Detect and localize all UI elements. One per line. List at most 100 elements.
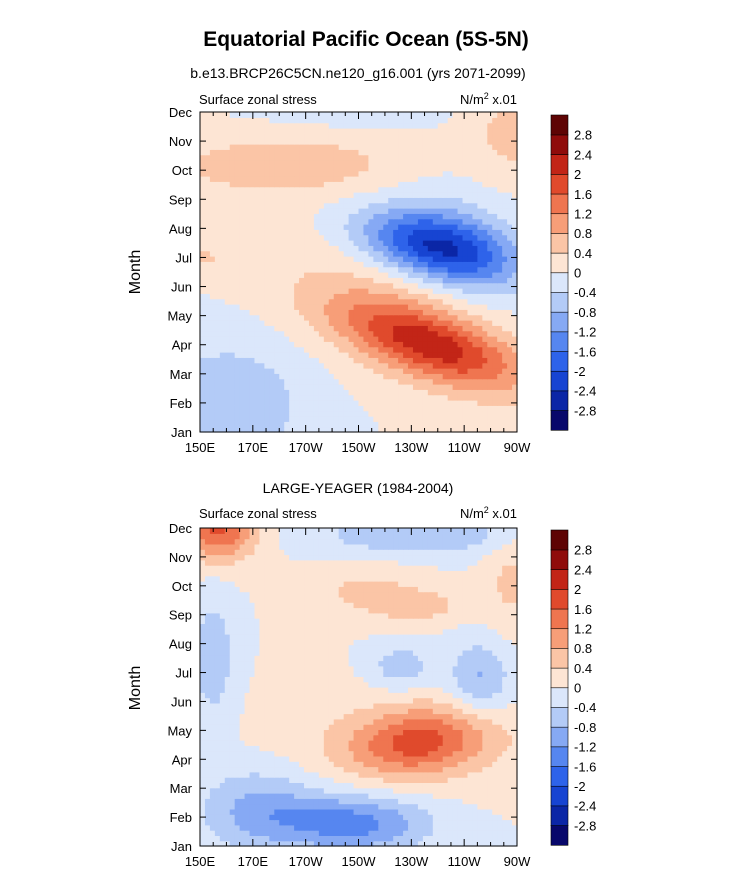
heatmap-cell — [452, 208, 459, 214]
heatmap-cell — [437, 165, 444, 172]
heatmap-cell — [422, 186, 429, 193]
heatmap-cell — [358, 362, 365, 369]
heatmap-cell — [492, 378, 498, 385]
heatmap-cell — [299, 782, 305, 789]
heatmap-cell — [457, 389, 464, 396]
heatmap-cell — [224, 362, 231, 369]
heatmap-cell — [343, 405, 350, 412]
heatmap-cell — [472, 208, 478, 214]
heatmap-cell — [204, 798, 211, 805]
heatmap-cell — [398, 256, 404, 262]
heatmap-cell — [323, 122, 330, 129]
heatmap-cell — [492, 352, 498, 358]
heatmap-cell — [209, 803, 216, 810]
heatmap-cell — [249, 814, 256, 821]
heatmap-cell — [274, 330, 280, 337]
heatmap-cell — [353, 309, 360, 316]
heatmap-cell — [279, 787, 285, 794]
heatmap-cell — [333, 288, 340, 294]
heatmap-cell — [200, 149, 206, 156]
heatmap-cell — [457, 170, 464, 177]
heatmap-cell — [214, 314, 221, 321]
heatmap-cell — [408, 357, 414, 364]
heatmap-cell — [318, 128, 325, 134]
heatmap-cell — [432, 181, 439, 188]
heatmap-cell — [279, 229, 285, 236]
heatmap-cell — [427, 208, 434, 214]
heatmap-cell — [393, 213, 399, 220]
heatmap-cell — [398, 814, 404, 821]
heatmap-cell — [452, 384, 459, 390]
heatmap-cell — [299, 250, 305, 257]
heatmap-cell — [363, 835, 369, 842]
heatmap-cell — [452, 761, 459, 768]
heatmap-cell — [313, 176, 320, 182]
heatmap-cell — [214, 761, 221, 768]
heatmap-cell — [264, 362, 270, 369]
heatmap-cell — [279, 192, 285, 198]
heatmap-cell — [427, 122, 434, 129]
heatmap-cell — [492, 245, 498, 252]
heatmap-cell — [467, 277, 474, 284]
heatmap-cell — [284, 330, 290, 337]
heatmap-cell — [442, 218, 449, 225]
heatmap-cell — [343, 288, 350, 294]
heatmap-cell — [348, 234, 355, 241]
heatmap-cell — [279, 202, 285, 209]
heatmap-cell — [209, 777, 216, 783]
heatmap-cell — [308, 352, 315, 358]
heatmap-cell — [408, 336, 414, 342]
heatmap-cell — [244, 394, 251, 401]
heatmap-cell — [368, 288, 374, 294]
heatmap-cell — [462, 325, 469, 332]
heatmap-cell — [284, 793, 290, 799]
heatmap-cell — [328, 803, 335, 810]
heatmap-cell — [368, 405, 374, 412]
heatmap-cell — [254, 787, 261, 794]
heatmap-cell — [219, 138, 226, 145]
heatmap-cell — [313, 840, 320, 847]
heatmap-cell — [304, 197, 310, 204]
heatmap-cell — [254, 824, 261, 831]
heatmap-cell — [299, 234, 305, 241]
heatmap-cell — [497, 384, 503, 390]
heatmap-cell — [403, 314, 409, 321]
heatmap-cell — [427, 771, 434, 778]
heatmap-cell — [269, 245, 275, 252]
heatmap-cell — [284, 117, 290, 124]
heatmap-cell — [209, 165, 216, 172]
heatmap-cell — [432, 277, 439, 284]
heatmap-cell — [363, 352, 369, 358]
heatmap-cell — [408, 835, 414, 842]
heatmap-cell — [274, 362, 280, 369]
heatmap-cell — [398, 830, 404, 836]
heatmap-cell — [398, 352, 404, 358]
heatmap-cell — [417, 250, 424, 257]
heatmap-cell — [294, 218, 300, 225]
heatmap-cell — [398, 138, 404, 145]
heatmap-cell — [254, 819, 261, 826]
heatmap-cell — [333, 840, 340, 847]
heatmap-cell — [200, 208, 206, 214]
heatmap-cell — [383, 165, 389, 172]
heatmap-cell — [393, 384, 399, 390]
heatmap-cell — [313, 250, 320, 257]
heatmap-cell — [328, 298, 335, 305]
heatmap-cell — [403, 176, 409, 182]
heatmap-cell — [492, 208, 498, 214]
heatmap-cell — [234, 309, 241, 316]
heatmap-cell — [412, 165, 419, 172]
heatmap-cell — [512, 798, 518, 805]
heatmap-cell — [343, 272, 350, 278]
heatmap-cell — [507, 777, 513, 783]
heatmap-cell — [393, 282, 399, 289]
heatmap-cell — [497, 202, 503, 209]
heatmap-cell — [214, 803, 221, 810]
heatmap-cell — [249, 133, 256, 140]
heatmap-cell — [502, 373, 508, 380]
heatmap-cell — [239, 250, 246, 257]
heatmap-cell — [442, 256, 449, 262]
heatmap-cell — [462, 368, 469, 374]
heatmap-cell — [229, 272, 236, 278]
heatmap-cell — [313, 149, 320, 156]
